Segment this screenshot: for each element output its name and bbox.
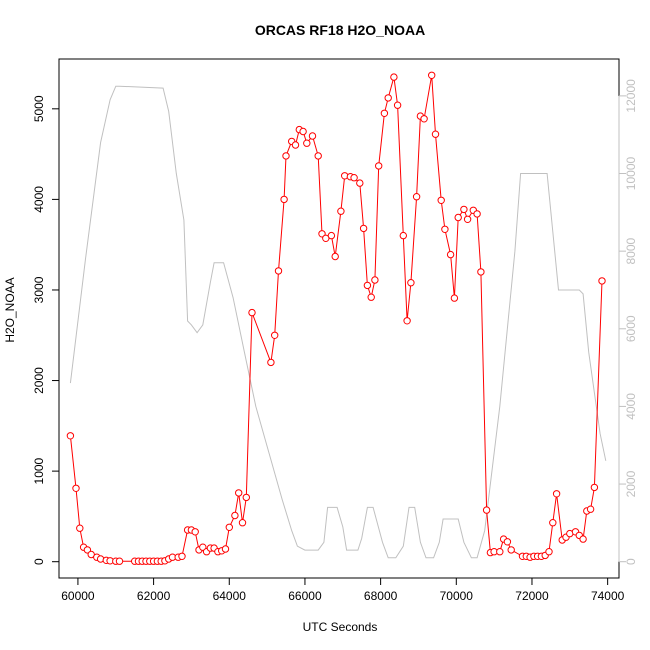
h2o-data-point	[473, 210, 481, 218]
h2o-data-point	[331, 252, 339, 261]
x-tick-label: 64000	[213, 589, 247, 603]
right-axis-tick-label: 6000	[624, 315, 638, 342]
h2o-data-point	[590, 483, 599, 492]
h2o-data-point	[359, 224, 368, 233]
h2o-data-point	[393, 101, 402, 109]
x-tick-label: 60000	[61, 589, 95, 603]
right-axis-tick-label: 4000	[624, 393, 638, 420]
h2o-data-point	[482, 506, 491, 514]
x-tick-label: 74000	[591, 589, 625, 603]
h2o-data-point	[403, 317, 411, 325]
plot-area: 60000 62000 64000 66000 68000 70000 72000 74000…	[32, 58, 638, 603]
chart-title: ORCAS RF18 H2O_NOAA	[255, 22, 425, 38]
y-tick-label: 4000	[32, 186, 46, 213]
h2o-data-point	[450, 294, 459, 302]
h2o-data-point	[282, 152, 290, 160]
h2o-data-point	[356, 179, 364, 187]
h2o-data-point	[549, 519, 557, 527]
h2o-data-point	[477, 268, 485, 276]
h2o-data-point	[221, 545, 230, 553]
x-tick-label: 68000	[364, 589, 398, 603]
h2o-data-point	[314, 152, 322, 160]
h2o-data-point	[303, 139, 311, 147]
h2o-data-point	[271, 331, 279, 339]
h2o-data-point	[598, 277, 606, 285]
plot-frame	[58, 58, 620, 579]
h2o-data-point	[399, 231, 407, 240]
h2o-data-point	[431, 130, 440, 138]
h2o-data-point	[363, 281, 372, 290]
x-tick-label: 72000	[515, 589, 549, 603]
h2o-data-point	[66, 432, 75, 440]
h2o-data-point	[242, 493, 251, 502]
y-axis-label: H2O_NOAA	[3, 277, 17, 342]
h2o-data-point	[248, 308, 256, 317]
h2o-data-point	[327, 231, 336, 240]
h2o-data-point	[420, 115, 428, 123]
h2o-data-point	[407, 279, 415, 287]
y-tick-label: 2000	[32, 367, 46, 394]
x-tick-label: 70000	[440, 589, 474, 603]
h2o-data-point	[231, 511, 239, 520]
h2o-data-point	[238, 519, 247, 527]
h2o-data-point	[460, 205, 468, 214]
h2o-data-point	[390, 73, 398, 81]
h2o-data-point	[367, 293, 375, 301]
h2o-data-point	[308, 132, 317, 140]
h2o-data-point	[454, 213, 462, 222]
h2o-data-point	[337, 207, 345, 215]
right-axis-tick-label: 0	[624, 558, 638, 565]
h2o-series-line	[69, 75, 603, 562]
h2o-data-point	[299, 127, 307, 136]
h2o-data-point	[586, 505, 595, 513]
x-tick-label: 66000	[288, 589, 322, 603]
h2o-data-point	[579, 535, 587, 543]
h2o-data-point	[178, 552, 186, 560]
h2o-data-point	[191, 528, 199, 536]
h2o-data-point	[552, 490, 561, 498]
y-tick-label: 3000	[32, 276, 46, 303]
secondary-series-line	[69, 85, 607, 559]
h2o-data-point	[267, 358, 275, 367]
y-tick-label: 0	[32, 558, 46, 565]
h2o-data-point	[507, 546, 515, 554]
h2o-data-point	[225, 523, 234, 531]
h2o-data-point	[446, 250, 455, 259]
h2o-data-point	[428, 71, 436, 80]
right-axis-tick-label: 8000	[624, 237, 638, 264]
h2o-data-point	[375, 162, 383, 170]
h2o-data-point	[441, 225, 449, 234]
h2o-data-point	[115, 557, 124, 565]
h2o-data-point	[371, 276, 379, 284]
h2o-data-point	[463, 215, 472, 224]
h2o-data-point	[380, 109, 389, 118]
h2o-data-point	[350, 174, 358, 182]
right-axis-tick-label: 12000	[624, 79, 638, 113]
h2o-data-point	[83, 546, 92, 554]
y-tick-label: 1000	[32, 457, 46, 484]
h2o-data-point	[235, 489, 243, 497]
h2o-data-point	[545, 548, 553, 556]
h2o-data-point	[76, 524, 84, 532]
h2o-data-point	[503, 538, 512, 546]
y-tick-label: 5000	[32, 95, 46, 122]
h2o-data-point	[280, 195, 288, 204]
h2o-data-point	[412, 193, 421, 201]
right-axis-tick-label: 10000	[624, 157, 638, 191]
right-axis-tick-label: 2000	[624, 470, 638, 497]
h2o-data-point	[72, 484, 80, 492]
h2o-data-point	[496, 548, 504, 556]
h2o-data-point	[274, 267, 283, 275]
h2o-data-point	[437, 196, 445, 205]
x-tick-label: 62000	[137, 589, 171, 603]
x-axis-label: UTC Seconds	[303, 620, 378, 634]
h2o-data-point	[384, 94, 392, 102]
h2o-data-point	[291, 141, 300, 149]
